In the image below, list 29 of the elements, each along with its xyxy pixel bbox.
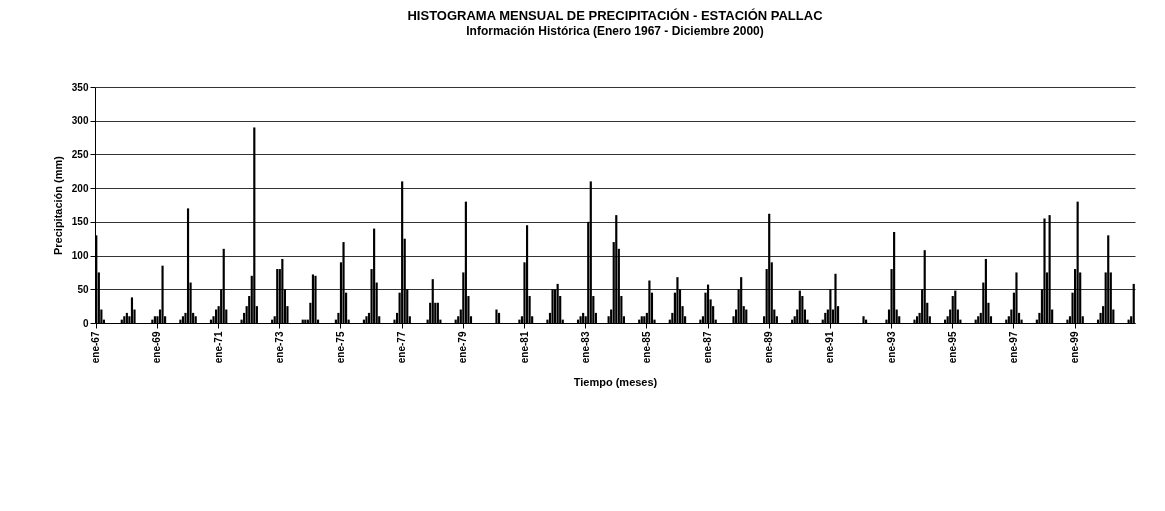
x-tick-label: ene-87 (702, 331, 714, 364)
x-tick-label: ene-79 (457, 331, 469, 364)
x-tick-label: ene-73 (273, 331, 285, 364)
y-tick-label: 350 (71, 81, 89, 93)
x-tick-label: ene-93 (885, 331, 897, 364)
y-tick-label: 0 (82, 317, 89, 329)
chart-title: HISTOGRAMA MENSUAL DE PRECIPITACIÓN - ESTACIÓN PALLAC (407, 8, 824, 23)
x-tick-label: ene-97 (1007, 331, 1019, 364)
x-tick-label: ene-81 (518, 331, 530, 364)
x-axis-title: Tiempo (meses) (573, 376, 658, 389)
x-tick-label: ene-69 (151, 331, 163, 364)
x-tick-label: ene-71 (212, 331, 224, 364)
x-tick-label: ene-99 (1069, 331, 1081, 364)
x-tick-label: ene-75 (334, 331, 346, 364)
x-tick-label: ene-89 (763, 331, 775, 364)
x-tick-label: ene-85 (640, 331, 652, 364)
y-tick-label: 250 (71, 148, 89, 160)
y-axis-title: Precipitación (mm) (51, 155, 64, 256)
x-tick-label: ene-83 (579, 331, 591, 364)
y-tick-label: 50 (77, 283, 89, 295)
x-tick-label: ene-77 (396, 331, 408, 364)
y-tick-label: 150 (71, 216, 89, 228)
y-tick-label: 200 (71, 182, 89, 194)
x-tick-label: ene-95 (946, 331, 958, 364)
y-tick-label: 300 (71, 115, 89, 127)
x-tick-label: ene-67 (90, 331, 102, 364)
x-tick-label: ene-91 (824, 331, 836, 364)
y-tick-label: 100 (71, 250, 89, 262)
chart-subtitle: Información Histórica (Enero 1967 - Diciembre 2000) (466, 24, 764, 38)
